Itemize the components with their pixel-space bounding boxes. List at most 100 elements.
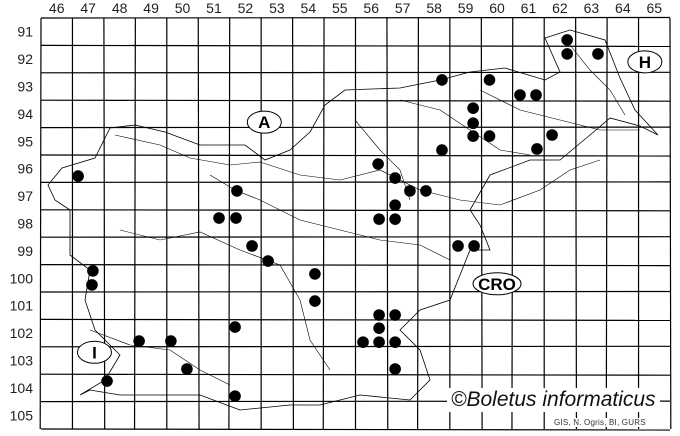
grid-line-vertical	[480, 17, 483, 430]
grid-line-horizontal	[40, 290, 671, 293]
grid-line-vertical	[605, 17, 608, 430]
column-label: 54	[301, 0, 317, 16]
record-dot	[546, 129, 558, 141]
grid-line-horizontal	[40, 16, 671, 19]
grid-line-horizontal	[40, 373, 671, 376]
record-dot	[514, 89, 526, 101]
country-label-oval	[472, 272, 522, 296]
row-label: 99	[17, 243, 33, 259]
column-label: 56	[363, 0, 379, 16]
record-dot	[467, 102, 479, 114]
row-labels: 91 92 93 94 95 96 97 98 99 100 101 102 103 104 105	[10, 24, 34, 424]
column-label: 59	[458, 0, 474, 16]
column-label: 65	[646, 0, 662, 16]
row-label: 104	[10, 380, 34, 396]
country-label-oval	[76, 340, 112, 364]
row-label: 101	[10, 298, 34, 314]
record-dot	[213, 212, 225, 224]
record-dot	[372, 158, 384, 170]
column-label: 50	[175, 0, 191, 16]
record-dot	[373, 336, 385, 348]
column-label: 63	[584, 0, 600, 16]
grid-line-horizontal	[40, 181, 671, 183]
grid-line-vertical	[386, 17, 389, 430]
grid-line-vertical	[197, 17, 200, 430]
column-label: 47	[80, 0, 96, 16]
grid-line-vertical	[133, 17, 136, 430]
rivers	[89, 44, 640, 386]
record-dot	[389, 199, 401, 211]
record-dot	[389, 336, 401, 348]
grid-line-vertical	[511, 17, 514, 430]
row-label: 95	[17, 133, 33, 149]
record-dot	[531, 143, 543, 155]
grid-line-vertical	[228, 17, 231, 430]
record-dot	[246, 240, 258, 252]
grid-line-vertical	[292, 17, 294, 430]
record-dot	[436, 144, 448, 156]
column-label: 53	[269, 0, 285, 16]
grid-line-horizontal	[40, 99, 671, 102]
record-dot	[468, 240, 480, 252]
row-label: 94	[17, 106, 33, 122]
column-label: 61	[521, 0, 537, 16]
record-dot	[467, 130, 479, 142]
record-dot	[229, 321, 241, 333]
grid-line-horizontal	[40, 71, 671, 74]
country-labels: A H CRO I	[76, 50, 663, 364]
country-label-oval	[627, 50, 663, 74]
column-label: 60	[489, 0, 505, 16]
record-dot	[404, 185, 416, 197]
record-dot	[133, 335, 145, 347]
record-dot	[165, 335, 177, 347]
grid-line-vertical	[103, 17, 106, 430]
row-label: 91	[17, 24, 33, 40]
row-label: 96	[17, 161, 33, 177]
record-dot	[262, 255, 274, 267]
record-dot	[231, 185, 243, 197]
record-dot	[389, 363, 401, 375]
grid-line-horizontal	[40, 209, 671, 212]
record-dot	[373, 213, 385, 225]
column-labels: 46 47 48 49 50 51 52 53 54 55 56 57 58 59 60 61 62 63 64 65	[49, 0, 662, 16]
grid-line-horizontal	[40, 428, 671, 431]
credits-text: GIS, N. Ogris, BI, GURS	[552, 418, 648, 427]
column-label: 46	[49, 0, 65, 16]
record-dot	[389, 309, 401, 321]
record-dot	[389, 213, 401, 225]
record-dot	[452, 240, 464, 252]
column-label: 58	[426, 0, 442, 16]
grid-line-horizontal	[40, 44, 671, 48]
grid-line-vertical	[322, 17, 325, 430]
grid-line-horizontal	[40, 126, 671, 129]
column-label: 48	[112, 0, 128, 16]
column-label: 55	[332, 0, 348, 16]
record-dots	[72, 34, 604, 402]
grid-line-horizontal	[40, 318, 671, 321]
record-dot	[86, 279, 98, 291]
record-dot	[420, 185, 432, 197]
record-dot	[72, 170, 84, 182]
record-dot	[467, 117, 479, 130]
country-label: I	[92, 343, 97, 362]
column-label: 62	[552, 0, 568, 16]
record-dot	[389, 172, 401, 184]
row-label: 97	[17, 188, 33, 204]
row-label: 102	[10, 325, 34, 341]
column-label: 57	[395, 0, 411, 16]
row-label: 92	[17, 51, 33, 67]
record-dot	[530, 89, 542, 101]
column-label: 49	[143, 0, 159, 16]
record-dot	[309, 295, 321, 307]
grid-line-horizontal	[40, 236, 671, 238]
record-dot	[592, 48, 604, 60]
record-dot	[561, 34, 573, 46]
record-dot	[230, 212, 242, 224]
country-label: CRO	[478, 275, 516, 294]
grid-line-horizontal	[40, 264, 671, 267]
country-label: H	[639, 53, 651, 72]
row-label: 103	[10, 353, 34, 369]
grid-line-vertical	[669, 17, 672, 430]
copyright-text: ©Boletus informaticus	[447, 388, 660, 412]
